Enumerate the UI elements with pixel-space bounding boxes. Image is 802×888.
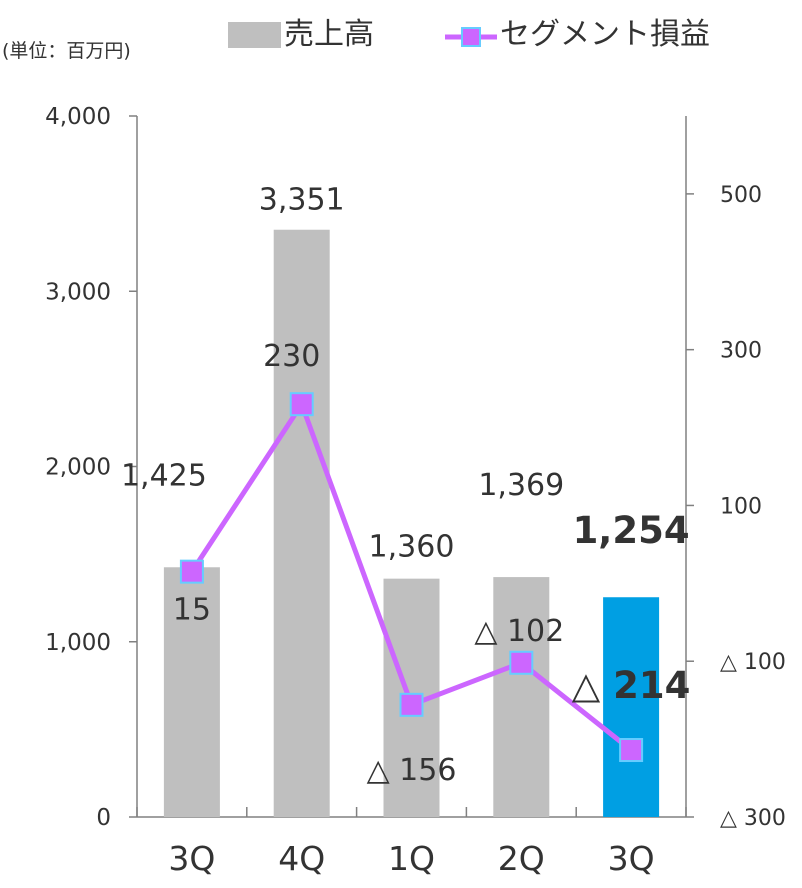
left-tick-label: 2,000 <box>45 455 111 481</box>
legend: 売上高 セグメント損益 <box>228 17 710 52</box>
sales-data-label: 1,425 <box>121 458 207 493</box>
x-category-label: 1Q <box>388 839 435 878</box>
unit-label: (単位：百万円) <box>2 40 131 62</box>
segment-profit-data-label: △ 214 <box>572 664 691 707</box>
legend-bar-label: 売上高 <box>284 17 374 52</box>
segment-profit-marker <box>399 692 424 717</box>
sales-bar <box>493 577 550 817</box>
sales-bar <box>273 229 330 817</box>
segment-profit-marker <box>179 559 204 584</box>
left-tick-label: 1,000 <box>45 630 111 656</box>
sales-data-label: 1,360 <box>369 530 455 565</box>
left-axis-ticks: 0 1,000 2,000 3,000 4,000 <box>45 104 137 831</box>
left-tick-label: 3,000 <box>45 279 111 305</box>
segment-profit-data-label: △ 102 <box>474 614 564 649</box>
x-category-label: 3Q <box>168 839 215 878</box>
legend-line-label: セグメント損益 <box>500 17 710 52</box>
bar-data-labels: 1,425 3,351 1,360 1,369 1,254 <box>121 183 690 565</box>
x-category-label: 4Q <box>278 839 325 878</box>
right-tick-label: 100 <box>720 494 762 519</box>
right-tick-label: 300 <box>720 339 762 364</box>
right-tick-label: △ 300 <box>720 806 786 831</box>
legend-marker-swatch <box>461 27 481 47</box>
right-tick-label: 500 <box>720 183 762 208</box>
x-axis-ticks: 3Q 4Q 1Q 2Q 3Q <box>136 807 687 878</box>
line-data-labels: 15 230 △ 156 △ 102△ 214 <box>173 339 691 788</box>
sales-bar <box>163 567 220 817</box>
segment-profit-data-label: 230 <box>263 339 320 374</box>
x-category-label: 3Q <box>608 839 655 878</box>
right-tick-label: △ 100 <box>720 650 786 675</box>
segment-profit-marker <box>289 392 314 417</box>
right-axis-ticks: △ 300 △ 100 100 300 500 <box>686 183 786 831</box>
legend-bar-swatch <box>228 22 281 48</box>
left-tick-label: 0 <box>96 805 111 831</box>
sales-data-label: 1,254 <box>573 509 690 552</box>
x-category-label: 2Q <box>498 839 545 878</box>
segment-profit-marker <box>619 738 644 763</box>
segment-profit-data-label: 15 <box>173 593 211 628</box>
segment-profit-data-label: △ 156 <box>367 753 457 788</box>
sales-data-label: 3,351 <box>259 183 345 218</box>
line-series <box>179 392 644 763</box>
segment-profit-marker <box>509 650 534 675</box>
left-tick-label: 4,000 <box>45 104 111 130</box>
sales-data-label: 1,369 <box>478 468 564 503</box>
sales-bar <box>603 597 660 817</box>
